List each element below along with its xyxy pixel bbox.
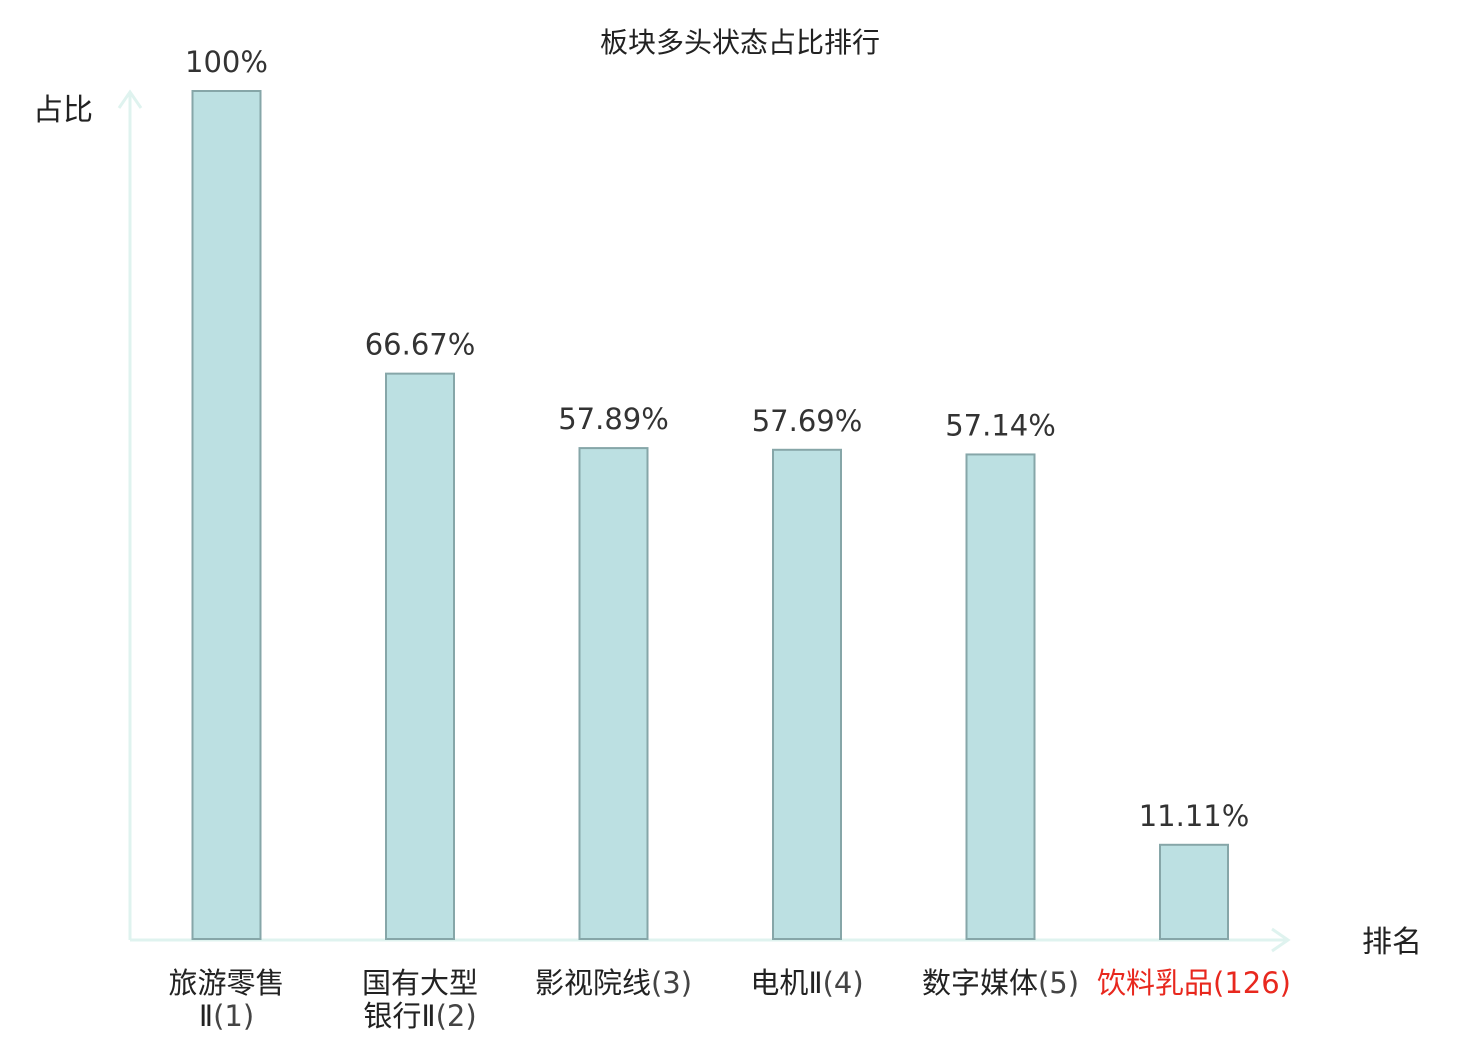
bar-1	[191, 90, 262, 940]
category-label-2: 国有大型银行Ⅱ(2)	[362, 966, 478, 1033]
value-label-2: 66.67%	[365, 328, 476, 362]
value-label-6: 11.11%	[1139, 799, 1250, 833]
x-axis-arrow	[1271, 927, 1291, 953]
bar-2	[385, 372, 455, 940]
value-labels-group: 100% 66.67% 57.89% 57.69% 57.14% 11.11%	[185, 45, 1249, 833]
axes	[117, 89, 1291, 953]
chart-title: 板块多头状态占比排行	[600, 26, 880, 59]
value-label-5: 57.14%	[945, 408, 1056, 442]
x-axis-label: 排名	[1362, 925, 1422, 960]
bar-5	[965, 453, 1036, 940]
category-label-5: 数字媒体(5)	[922, 966, 1079, 1000]
bars-group	[191, 90, 1229, 940]
category-label-3: 影视院线(3)	[535, 966, 692, 1000]
bar-3	[578, 447, 649, 940]
y-axis-arrow	[117, 89, 143, 109]
bar-4	[772, 448, 842, 940]
value-label-3: 57.89%	[558, 402, 669, 436]
y-axis-label: 占比	[33, 93, 93, 128]
category-labels-group: 旅游零售 Ⅱ(1) 国有大型银行Ⅱ(2) 影视院线(3) 电机Ⅱ(4) 数字媒体(5) 饮料…	[168, 966, 1291, 1033]
value-label-4: 57.69%	[752, 404, 863, 438]
category-label-1: 旅游零售 Ⅱ(1)	[168, 966, 284, 1033]
value-label-1: 100%	[185, 45, 268, 79]
bar-6	[1159, 843, 1229, 940]
category-label-4: 电机Ⅱ(4)	[750, 966, 863, 1000]
category-label-6: 饮料乳品(126)	[1097, 966, 1291, 1000]
